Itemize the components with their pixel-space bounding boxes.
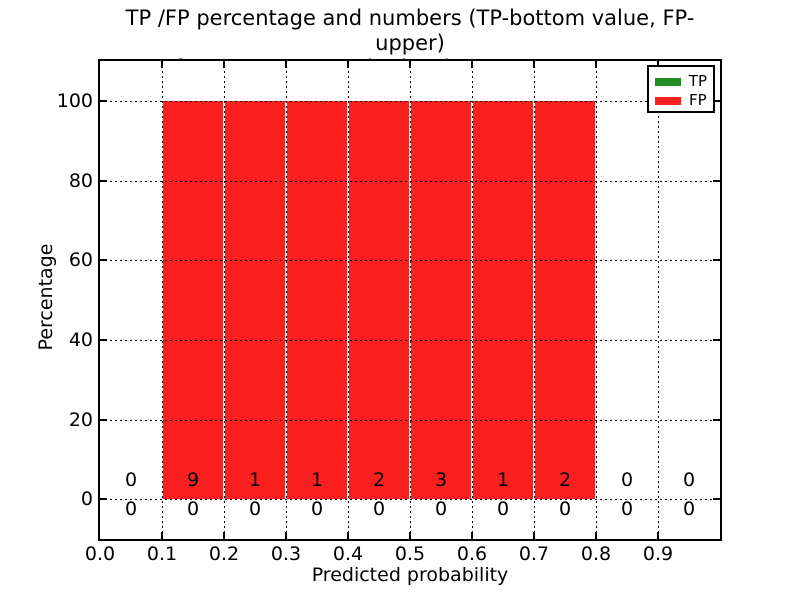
vertical-gridline [348,61,349,537]
x-tick-mark [595,532,597,539]
x-tick-mark-top [223,61,225,68]
horizontal-gridline [100,101,720,102]
y-tick-label: 80 [68,170,93,192]
chart-title-line1: TP /FP percentage and numbers (TP-bottom… [125,6,695,55]
fp-count-label: 0 [620,469,634,491]
legend-row-tp: TP [655,72,707,91]
fp-legend-label: FP [689,91,707,109]
y-tick-mark [100,259,107,261]
x-tick-label: 0.1 [146,543,178,565]
x-tick-label: 0.0 [84,543,116,565]
y-tick-mark-right [713,259,720,261]
x-tick-mark [285,532,287,539]
horizontal-gridline [100,260,720,261]
x-tick-label: 0.9 [642,543,674,565]
x-tick-mark [409,532,411,539]
y-tick-label: 20 [68,409,93,431]
y-tick-mark [100,339,107,341]
vertical-gridline [472,61,473,537]
y-tick-mark-right [713,180,720,182]
tp-count-label: 0 [434,498,448,520]
fp-count-label: 1 [496,469,510,491]
horizontal-gridline [100,499,720,500]
x-tick-label: 0.3 [270,543,302,565]
tp-count-label: 0 [496,498,510,520]
y-tick-mark [100,100,107,102]
tp-count-label: 0 [124,498,138,520]
fp-count-label: 3 [434,469,448,491]
x-tick-mark-top [657,61,659,68]
y-tick-mark-right [713,100,720,102]
fp-bar [225,101,285,499]
fp-legend-swatch [655,96,681,105]
vertical-gridline [596,61,597,537]
fp-bar [535,101,595,499]
x-tick-mark-top [409,61,411,68]
x-tick-label: 0.2 [208,543,240,565]
fp-bar [411,101,471,499]
y-tick-label: 100 [56,90,93,112]
y-tick-label: 60 [68,249,93,271]
x-tick-mark [471,532,473,539]
fp-count-label: 2 [558,469,572,491]
y-tick-label: 0 [80,488,93,510]
fp-bar [473,101,533,499]
y-tick-mark [100,419,107,421]
x-tick-mark [223,532,225,539]
legend: TP FP [647,65,715,113]
fp-bar [287,101,347,499]
plot-area: TP FP 0 0 9 0 1 0 1 0 2 0 3 0 1 0 2 0 0 0 0 0 [98,59,722,541]
fp-count-label: 1 [248,469,262,491]
fp-count-label: 1 [310,469,324,491]
x-tick-mark-top [161,61,163,68]
horizontal-gridline [100,181,720,182]
y-tick-mark [100,498,107,500]
x-tick-mark-top [347,61,349,68]
vertical-gridline [410,61,411,537]
vertical-gridline [658,61,659,537]
tp-legend-swatch [655,77,681,86]
tp-count-label: 0 [310,498,324,520]
tp-legend-label: TP [688,72,707,90]
x-tick-mark [657,532,659,539]
x-tick-mark [533,532,535,539]
x-tick-label: 0.7 [518,543,550,565]
vertical-gridline [534,61,535,537]
vertical-gridline [224,61,225,537]
tp-count-label: 0 [372,498,386,520]
x-tick-mark-top [471,61,473,68]
y-tick-mark-right [713,339,720,341]
fp-bar [349,101,409,499]
fp-count-label: 0 [124,469,138,491]
x-tick-label: 0.6 [456,543,488,565]
fp-count-label: 2 [372,469,386,491]
vertical-gridline [162,61,163,537]
tp-count-label: 0 [186,498,200,520]
tp-count-label: 0 [248,498,262,520]
y-tick-mark-right [713,419,720,421]
x-tick-mark-top [533,61,535,68]
x-tick-mark [347,532,349,539]
y-tick-mark-right [713,498,720,500]
x-tick-label: 0.8 [580,543,612,565]
fp-count-label: 9 [186,469,200,491]
fp-bar [163,101,223,499]
tp-count-label: 0 [558,498,572,520]
x-tick-mark-top [285,61,287,68]
x-tick-label: 0.4 [332,543,364,565]
x-tick-mark-top [595,61,597,68]
x-tick-label: 0.5 [394,543,426,565]
x-tick-mark [161,532,163,539]
tp-count-label: 0 [682,498,696,520]
y-tick-label: 40 [68,329,93,351]
fp-count-label: 0 [682,469,696,491]
vertical-gridline [286,61,287,537]
y-tick-mark [100,180,107,182]
tp-count-label: 0 [620,498,634,520]
horizontal-gridline [100,340,720,341]
horizontal-gridline [100,420,720,421]
x-axis-label: Predicted probability [311,564,509,586]
legend-row-fp: FP [655,91,707,110]
